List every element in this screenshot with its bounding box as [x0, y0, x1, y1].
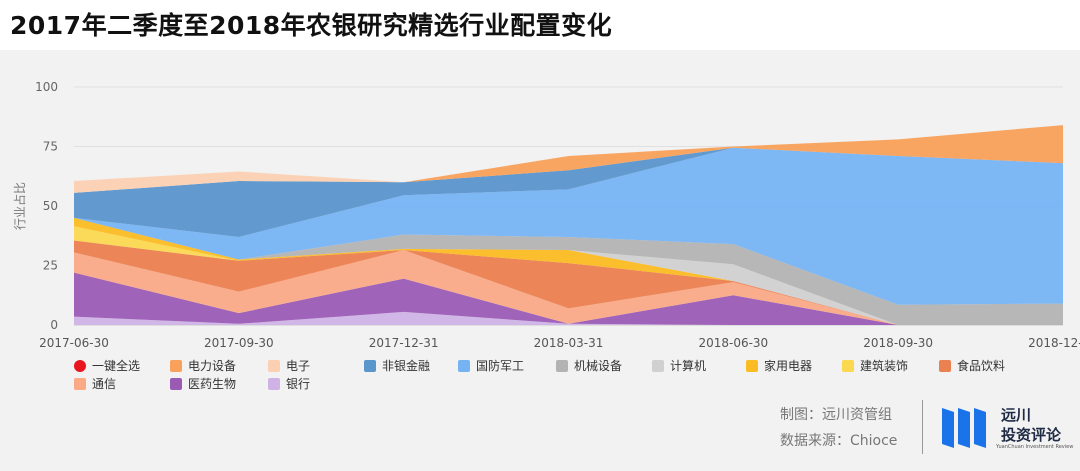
legend-item-guofang[interactable]: 国防军工 — [458, 357, 524, 374]
logo-name-line1: 远川 — [1001, 406, 1032, 424]
y-tick-label: 0 — [50, 318, 58, 332]
area-series[interactable] — [74, 240, 1063, 325]
legend-label: 电力设备 — [188, 359, 237, 373]
x-tick-label: 2018-03-31 — [534, 336, 604, 350]
select-all-dot-icon — [74, 359, 86, 372]
legend-swatch — [268, 377, 280, 390]
legend-label: 通信 — [92, 377, 117, 391]
x-tick-label: 2017-09-30 — [204, 336, 274, 350]
legend-swatch — [556, 359, 568, 372]
legend-item-jianzhu[interactable]: 建筑装饰 — [842, 357, 908, 374]
legend-item-jixie[interactable]: 机械设备 — [556, 357, 622, 374]
legend-swatch — [939, 359, 951, 372]
logo-subtitle: YuanChuan Investment Review — [996, 444, 1074, 450]
legend-label: 家用电器 — [764, 359, 813, 373]
area-series[interactable] — [74, 125, 1063, 183]
legend-label: 医药生物 — [188, 377, 237, 391]
legend-swatch — [842, 359, 854, 372]
legend-label: 国防军工 — [476, 359, 525, 373]
x-tick-label: 2018-09-30 — [863, 336, 933, 350]
y-tick-label: 100 — [35, 80, 58, 94]
y-axis-label: 行业占比 — [12, 182, 27, 230]
area-series[interactable] — [74, 147, 1063, 305]
y-tick-label: 50 — [43, 199, 58, 213]
made-by-credit: 制图：远川资管组 — [780, 407, 892, 423]
legend-swatch — [652, 359, 664, 372]
data-source-credit: 数据来源：Chioce — [780, 433, 898, 449]
x-tick-label: 2018-12-31 — [1028, 336, 1080, 350]
legend-item-dianzi[interactable]: 电子 — [268, 357, 310, 374]
y-tick-label: 75 — [43, 140, 58, 154]
x-tick-label: 2017-12-31 — [369, 336, 439, 350]
legend-label: 非银金融 — [382, 359, 431, 373]
legend-label: 机械设备 — [574, 359, 623, 373]
legend-label: 银行 — [286, 377, 311, 391]
area-series[interactable] — [74, 217, 1063, 325]
legend-swatch — [170, 377, 182, 390]
legend-label: 计算机 — [670, 359, 707, 373]
legend-item-jisuanji[interactable]: 计算机 — [652, 357, 706, 374]
legend-label: 电子 — [286, 359, 311, 373]
legend-item-feiyin[interactable]: 非银金融 — [364, 357, 430, 374]
area-series[interactable] — [74, 272, 1063, 325]
y-tick-label: 25 — [43, 259, 58, 273]
legend-swatch — [458, 359, 470, 372]
legend-swatch — [746, 359, 758, 372]
logo-name-line2: 投资评论 — [1001, 426, 1062, 444]
legend-swatch — [268, 359, 280, 372]
x-tick-label: 2018-06-30 — [698, 336, 768, 350]
legend-swatch — [364, 359, 376, 372]
legend-item-jiayong[interactable]: 家用电器 — [746, 357, 812, 374]
legend-label: 一键全选 — [92, 359, 141, 373]
area-series[interactable] — [74, 217, 1063, 325]
legend-item-yiyao[interactable]: 医药生物 — [170, 375, 236, 392]
legend-swatch — [170, 359, 182, 372]
brand-logo-icon — [942, 408, 986, 448]
legend-swatch — [74, 377, 86, 390]
area-series[interactable] — [74, 147, 1063, 237]
area-series[interactable] — [74, 311, 1063, 325]
legend-item-tongxin[interactable]: 通信 — [74, 375, 116, 392]
legend-item-dianli[interactable]: 电力设备 — [170, 357, 236, 374]
logo-divider — [922, 400, 923, 454]
chart-title: 2017年二季度至2018年农银研究精选行业配置变化 — [10, 11, 613, 40]
legend-item-shipin[interactable]: 食品饮料 — [939, 357, 1005, 374]
legend-item-yinhang[interactable]: 银行 — [268, 375, 310, 392]
legend-label: 建筑装饰 — [860, 359, 909, 373]
area-series[interactable] — [74, 250, 1063, 325]
legend-label: 食品饮料 — [957, 359, 1006, 373]
x-tick-label: 2017-06-30 — [39, 336, 109, 350]
legend-select-all[interactable]: 一键全选 — [74, 357, 140, 374]
